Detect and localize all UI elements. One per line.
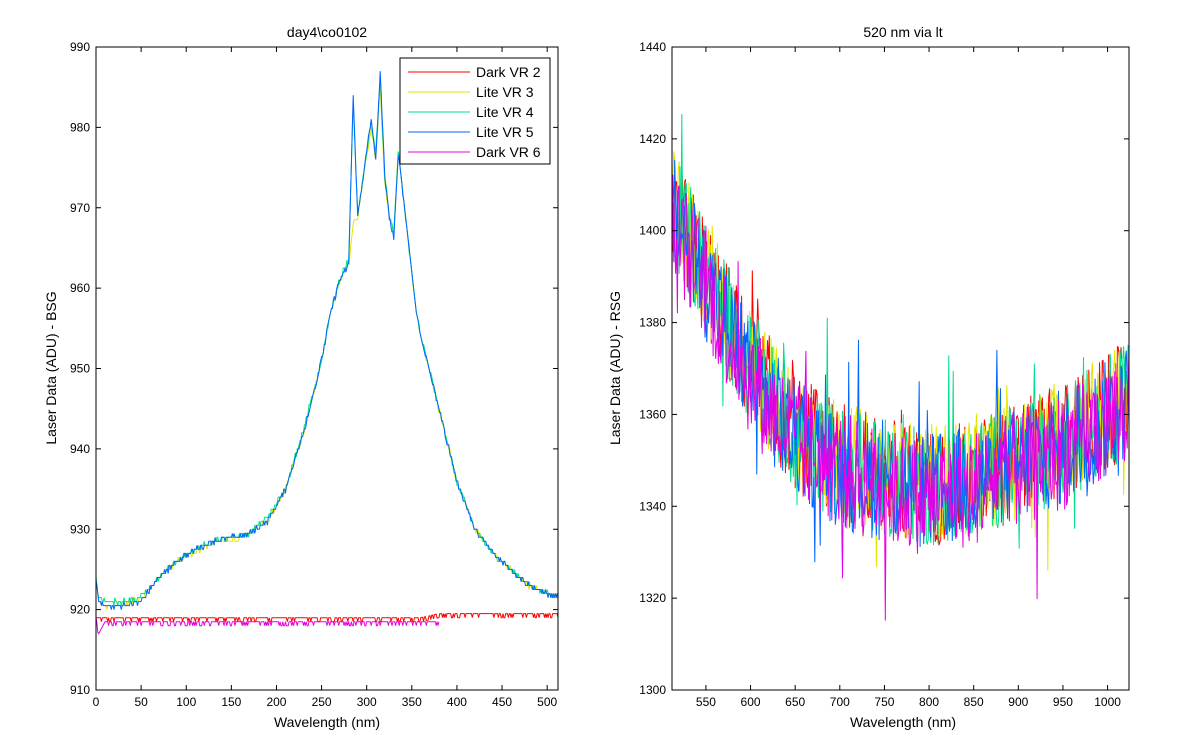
x-tick-label: 450 [492, 695, 512, 709]
y-tick-label: 960 [70, 281, 90, 295]
series-line-dark-vr-2 [96, 613, 558, 623]
y-tick-label: 950 [70, 362, 90, 376]
series-line-series-5 [672, 174, 1129, 621]
right-plot-title: 520 nm via lt [863, 24, 942, 40]
x-tick-label: 50 [134, 695, 148, 709]
left-plot-y-axis-label: Laser Data (ADU) - BSG [43, 291, 59, 444]
y-tick-label: 910 [70, 683, 90, 697]
y-tick-label: 930 [70, 522, 90, 536]
x-tick-label: 800 [919, 695, 939, 709]
left-plot-x-axis-label: Wavelength (nm) [274, 714, 380, 730]
legend-label: Lite VR 3 [476, 84, 534, 100]
left-plot-title: day4\co0102 [287, 24, 367, 40]
legend-label: Dark VR 6 [476, 144, 541, 160]
left-plot: day4\co0102 0 50 100 150 200 250 300 350 400 450 5… [43, 24, 559, 730]
legend-label: Lite VR 4 [476, 104, 534, 120]
x-tick-label: 400 [447, 695, 467, 709]
y-tick-label: 1400 [639, 224, 666, 238]
series-line-dark-vr-6 [96, 617, 440, 635]
x-tick-label: 750 [874, 695, 894, 709]
x-tick-label: 100 [176, 695, 196, 709]
right-plot: 520 nm via lt 550 600 650 700 750 800 850 900 95… [607, 24, 1130, 730]
y-tick-label: 1360 [639, 407, 666, 421]
left-plot-series-group [96, 71, 558, 635]
y-tick-label: 970 [70, 201, 90, 215]
legend-label: Lite VR 5 [476, 124, 534, 140]
y-tick-label: 940 [70, 442, 90, 456]
right-plot-y-ticks: 1300 1320 1340 1360 1380 1400 1420 1440 [639, 40, 1129, 697]
x-tick-label: 550 [696, 695, 716, 709]
x-tick-label: 150 [221, 695, 241, 709]
x-tick-label: 1000 [1094, 695, 1121, 709]
y-tick-label: 920 [70, 603, 90, 617]
y-tick-label: 990 [70, 40, 90, 54]
x-tick-label: 0 [93, 695, 100, 709]
y-tick-label: 1320 [639, 591, 666, 605]
right-plot-x-axis-label: Wavelength (nm) [850, 714, 956, 730]
x-tick-label: 900 [1008, 695, 1028, 709]
x-tick-label: 700 [830, 695, 850, 709]
y-tick-label: 980 [70, 120, 90, 134]
y-tick-label: 1380 [639, 316, 666, 330]
x-tick-label: 350 [402, 695, 422, 709]
x-tick-label: 650 [785, 695, 805, 709]
x-tick-label: 950 [1053, 695, 1073, 709]
right-plot-series-group [672, 114, 1129, 621]
right-plot-x-ticks: 550 600 650 700 750 800 850 900 950 1000 [696, 47, 1121, 709]
legend-box [399, 57, 551, 165]
right-plot-y-axis-label: Laser Data (ADU) - RSG [607, 291, 623, 445]
y-tick-label: 1300 [639, 683, 666, 697]
legend: Dark VR 2 Lite VR 3 Lite VR 4 Lite VR 5 Dark… [399, 57, 551, 165]
x-tick-label: 600 [741, 695, 761, 709]
y-tick-label: 1440 [639, 40, 666, 54]
x-tick-label: 500 [537, 695, 557, 709]
x-tick-label: 850 [964, 695, 984, 709]
legend-label: Dark VR 2 [476, 64, 541, 80]
left-plot-x-ticks: 0 50 100 150 200 250 300 350 400 450 500 [93, 47, 558, 709]
left-plot-y-ticks: 910 920 930 940 950 960 970 980 990 [70, 40, 558, 697]
series-line-lite-vr-5 [96, 71, 558, 610]
right-plot-frame [671, 46, 1130, 691]
x-tick-label: 250 [312, 695, 332, 709]
x-tick-label: 200 [266, 695, 286, 709]
y-tick-label: 1340 [639, 499, 666, 513]
series-line-lite-vr-3 [96, 87, 558, 610]
y-tick-label: 1420 [639, 132, 666, 146]
x-tick-label: 300 [357, 695, 377, 709]
